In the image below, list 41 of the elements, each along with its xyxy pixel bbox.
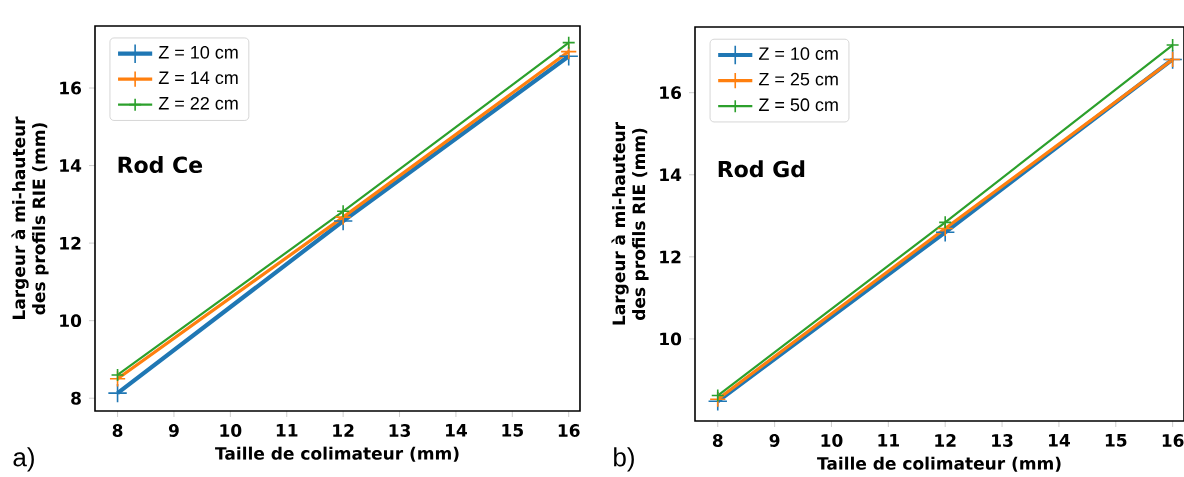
x-axis-title: Taille de colimateur (mm) <box>817 456 1061 472</box>
x-tick-label: 15 <box>1105 434 1127 447</box>
x-tick-label: 8 <box>112 424 123 437</box>
y-tick-label: 10 <box>660 332 682 346</box>
y-tick-label: 10 <box>60 314 82 328</box>
legend-label: Z = 50 cm <box>758 98 838 112</box>
y-tick-label: 16 <box>660 86 682 100</box>
x-tick-label: 16 <box>558 424 580 437</box>
y-tick-label: 14 <box>660 168 682 181</box>
x-axis-title: Taille de colimateur (mm) <box>215 446 459 462</box>
text: b) <box>614 447 634 472</box>
x-tick-label: 10 <box>821 434 843 447</box>
legend-label: Z = 25 cm <box>758 72 838 86</box>
x-tick-label: 9 <box>769 434 780 447</box>
x-tick-label: 12 <box>333 424 354 437</box>
x-tick-label: 15 <box>502 424 523 437</box>
x-tick-label: 11 <box>878 434 899 447</box>
y-tick-label: 14 <box>60 159 82 172</box>
y-tick-label: 8 <box>71 391 81 405</box>
y-tick-label: 16 <box>60 81 82 95</box>
annotation: Rod Ce <box>118 156 203 174</box>
x-tick-label: 14 <box>1049 434 1070 447</box>
x-tick-label: 8 <box>712 434 723 447</box>
y-tick-label: 12 <box>660 250 681 264</box>
x-tick-label: 16 <box>1162 434 1184 447</box>
text: a) <box>13 447 34 472</box>
legend-label: Z = 14 cm <box>158 71 238 85</box>
x-tick-label: 13 <box>992 434 1013 447</box>
annotation: Rod Gd <box>718 160 805 178</box>
legend-label: Z = 22 cm <box>158 96 238 110</box>
x-tick-label: 12 <box>935 434 956 447</box>
y-axis-title: Largeur à mi-hauteur des profils RIE (mm) <box>11 116 49 319</box>
x-tick-label: 9 <box>168 424 179 437</box>
x-tick-label: 14 <box>446 424 467 437</box>
y-tick-label: 12 <box>60 236 81 250</box>
legend-label: Z = 10 cm <box>158 45 238 59</box>
x-tick-label: 11 <box>276 424 298 437</box>
y-axis-title: Largeur à mi-hauteur des profils RIE (mm) <box>611 122 649 325</box>
legend-label: Z = 10 cm <box>758 47 838 60</box>
x-tick-label: 13 <box>389 424 411 437</box>
x-tick-label: 10 <box>220 424 242 437</box>
